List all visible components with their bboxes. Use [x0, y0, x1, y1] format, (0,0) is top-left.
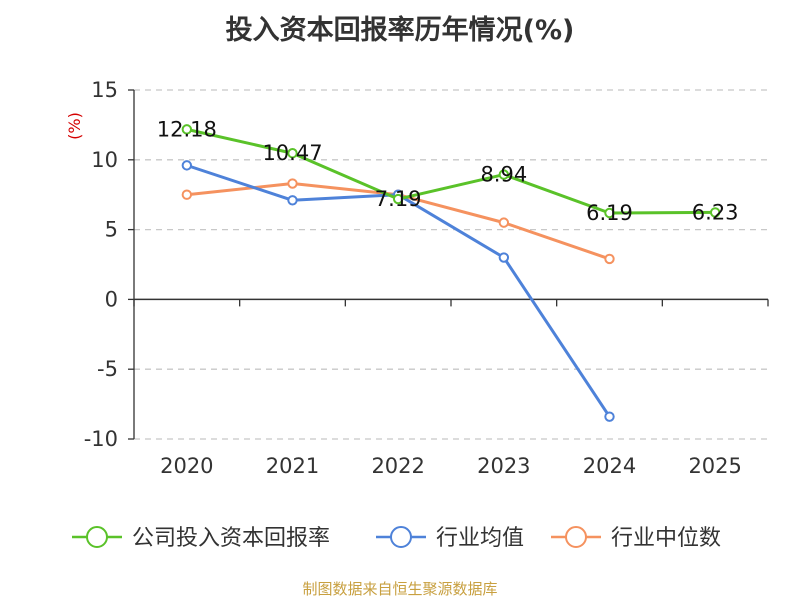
- y-axis-label: (%): [65, 112, 84, 140]
- series-line: [186, 127, 716, 215]
- data-point: [498, 169, 510, 180]
- data-point: [287, 178, 298, 189]
- data-label: 6.23: [692, 200, 739, 224]
- y-tick-label: 0: [105, 287, 118, 311]
- x-tick-label: 2023: [477, 454, 530, 478]
- x-tick-label: 2020: [160, 454, 213, 478]
- legend-label: 公司投入资本回报率: [132, 526, 330, 551]
- x-tick-label: 2021: [266, 454, 319, 478]
- data-label: 7.19: [375, 187, 422, 211]
- data-label: 10.47: [262, 141, 322, 165]
- legend-marker: [565, 526, 587, 548]
- y-tick-label: 10: [91, 148, 118, 172]
- legend-marker: [86, 526, 108, 548]
- data-point: [604, 253, 615, 265]
- data-point: [287, 195, 298, 206]
- y-tick-label: 5: [105, 218, 118, 242]
- y-tick-label: -5: [97, 357, 118, 381]
- data-point: [181, 124, 193, 135]
- data-label: 6.19: [586, 201, 633, 225]
- legend-marker: [390, 526, 412, 548]
- data-point: [181, 160, 193, 171]
- legend-label: 行业中位数: [611, 526, 721, 551]
- data-label: 8.94: [480, 163, 527, 187]
- data-point: [604, 411, 615, 422]
- data-point: [181, 189, 193, 200]
- y-tick-label: 15: [91, 78, 118, 102]
- data-label: 12.18: [157, 117, 217, 141]
- data-point: [709, 207, 721, 218]
- source-note: 制图数据来自恒生聚源数据库: [302, 580, 498, 598]
- data-point: [498, 217, 510, 228]
- x-tick-label: 2024: [583, 454, 636, 478]
- data-point: [287, 148, 298, 159]
- legend-label: 行业均值: [436, 526, 524, 551]
- chart-title: 投入资本回报率历年情况(%): [225, 15, 575, 46]
- data-point: [604, 207, 615, 219]
- x-tick-label: 2022: [371, 454, 424, 478]
- x-tick-label: 2025: [688, 454, 741, 478]
- data-point: [498, 252, 510, 263]
- data-point: [392, 193, 404, 205]
- y-tick-label: -10: [84, 427, 118, 451]
